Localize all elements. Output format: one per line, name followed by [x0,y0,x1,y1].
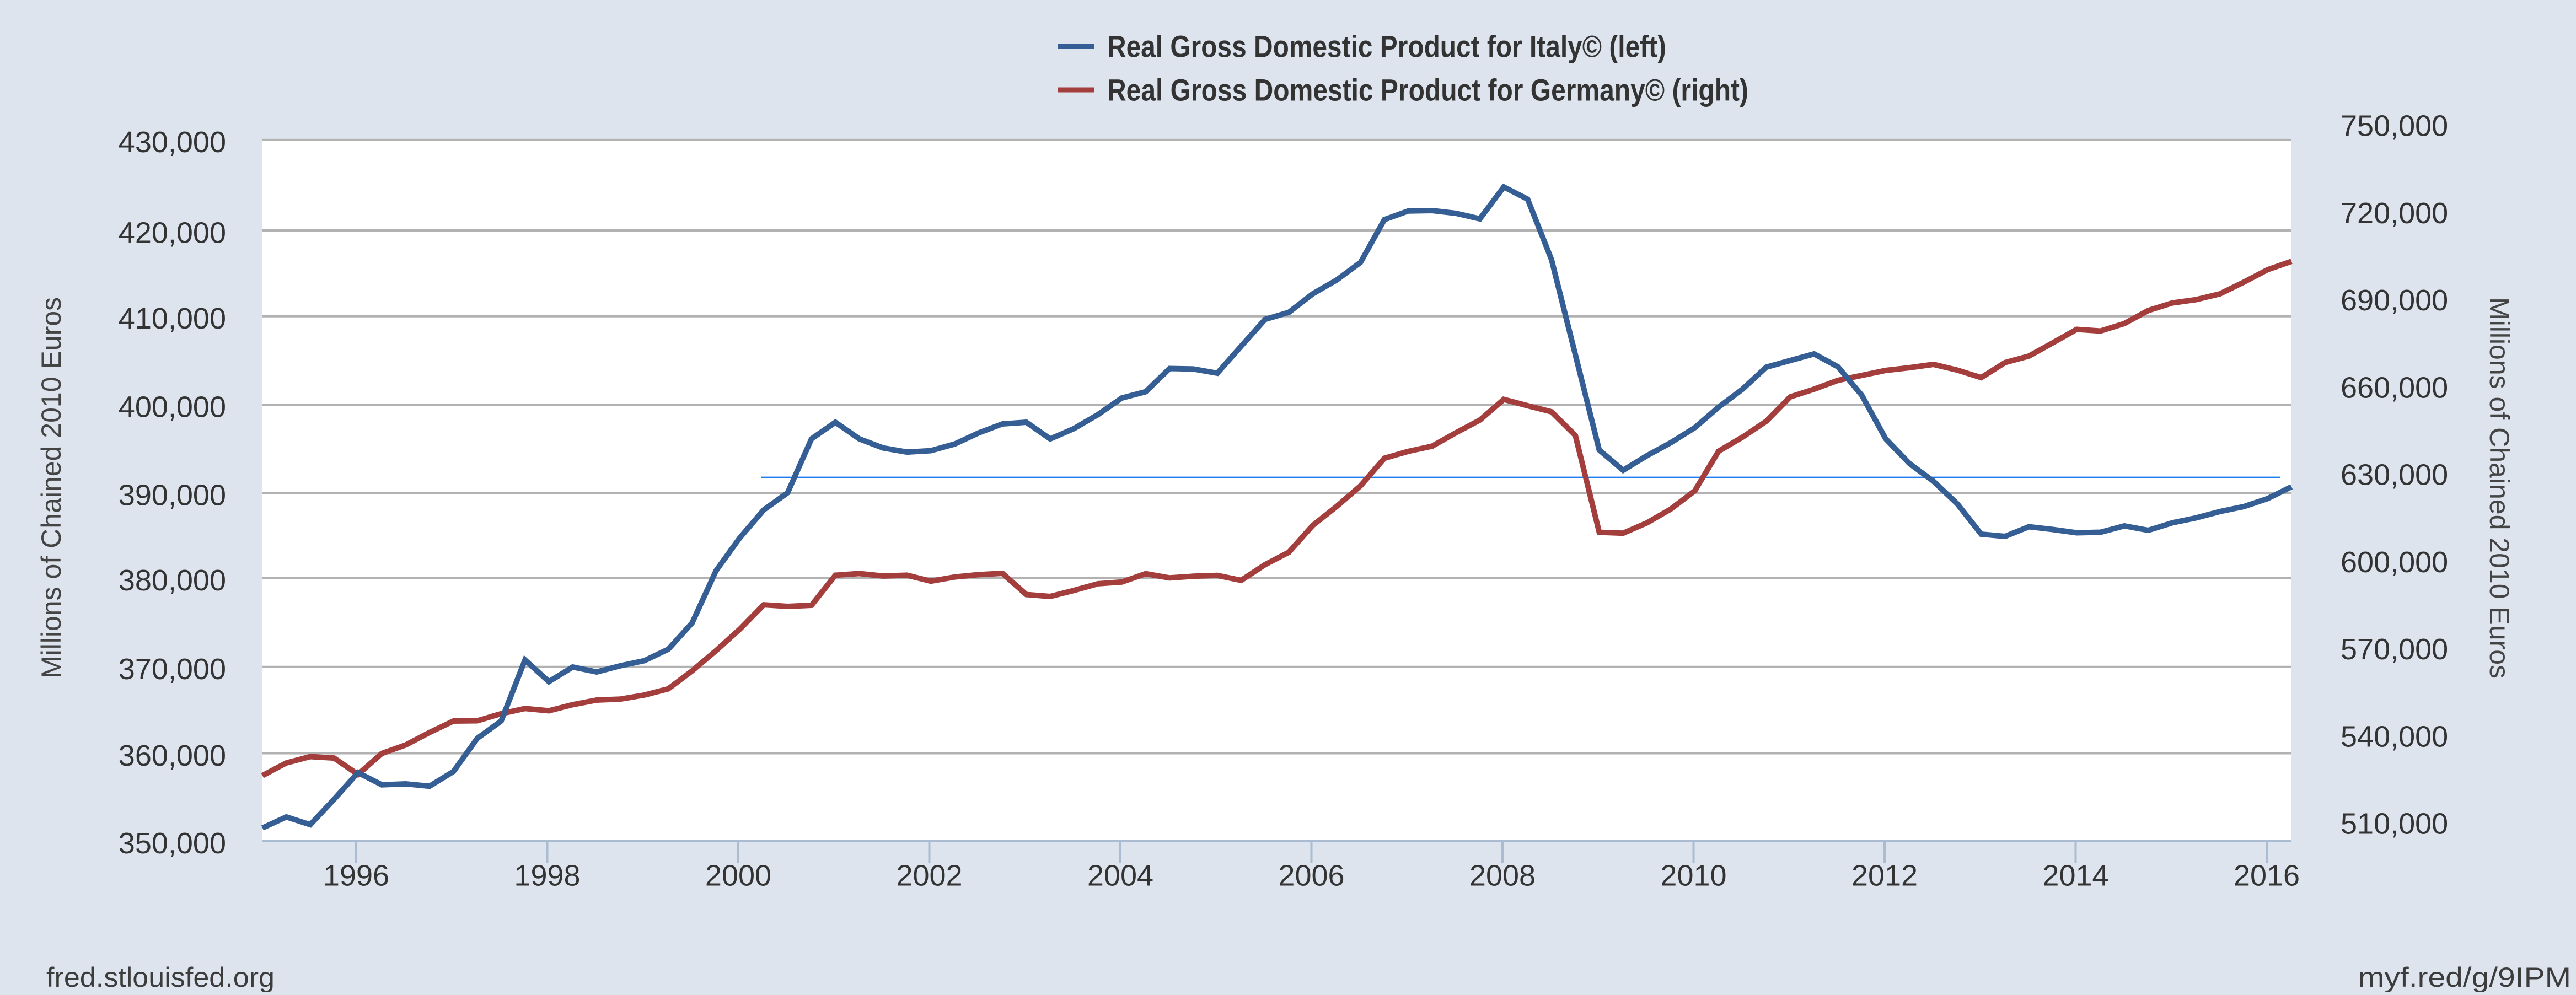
svg-text:Real Gross Domestic Product fo: Real Gross Domestic Product for Italy© (… [1107,29,1666,64]
svg-text:720,000: 720,000 [2341,197,2448,230]
svg-text:fred.stlouisfed.org: fred.stlouisfed.org [46,962,275,992]
svg-text:myf.red/g/9IPM: myf.red/g/9IPM [2358,962,2571,992]
svg-text:540,000: 540,000 [2341,720,2448,753]
svg-text:2002: 2002 [896,859,962,892]
svg-text:750,000: 750,000 [2341,110,2448,143]
svg-text:2006: 2006 [1278,859,1344,892]
svg-text:Real Gross Domestic Product fo: Real Gross Domestic Product for Germany©… [1107,73,1748,107]
svg-text:2014: 2014 [2042,859,2108,892]
svg-text:410,000: 410,000 [119,302,226,335]
svg-text:2012: 2012 [1852,859,1918,892]
svg-text:1996: 1996 [323,859,389,892]
svg-text:570,000: 570,000 [2341,633,2448,666]
svg-text:350,000: 350,000 [119,827,226,860]
svg-text:1998: 1998 [514,859,580,892]
svg-text:2010: 2010 [1660,859,1726,892]
svg-text:430,000: 430,000 [119,126,226,159]
svg-text:370,000: 370,000 [119,653,226,686]
svg-text:Millions of Chained 2010 Euros: Millions of Chained 2010 Euros [2484,297,2515,679]
svg-text:2016: 2016 [2234,859,2300,892]
svg-text:400,000: 400,000 [119,390,226,423]
svg-text:2004: 2004 [1087,859,1153,892]
svg-text:390,000: 390,000 [119,478,226,512]
svg-text:420,000: 420,000 [119,216,226,249]
svg-text:360,000: 360,000 [119,739,226,772]
svg-text:510,000: 510,000 [2341,808,2448,841]
svg-text:600,000: 600,000 [2341,546,2448,579]
svg-text:Millions of Chained 2010 Euros: Millions of Chained 2010 Euros [36,297,67,679]
svg-text:660,000: 660,000 [2341,371,2448,404]
svg-text:690,000: 690,000 [2341,284,2448,317]
svg-text:630,000: 630,000 [2341,459,2448,492]
svg-text:2000: 2000 [705,859,771,892]
svg-text:380,000: 380,000 [119,564,226,597]
svg-text:2008: 2008 [1469,859,1536,892]
